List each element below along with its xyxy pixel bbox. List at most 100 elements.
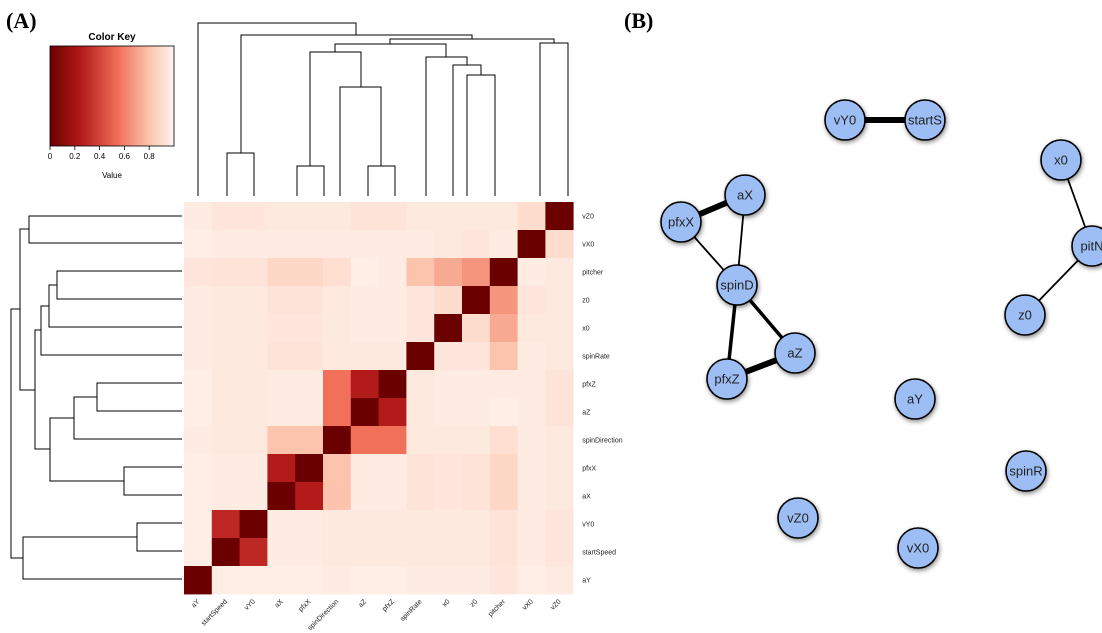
heatmap-row-label: startSpeed — [582, 550, 616, 557]
heatmap-cell — [489, 314, 518, 343]
heatmap-cell — [517, 538, 546, 567]
heatmap-cell — [211, 342, 240, 371]
heatmap-cell — [295, 230, 324, 259]
network-node-circle — [1004, 294, 1046, 336]
network-node-circle — [1071, 225, 1102, 267]
network-node-label: aX — [737, 188, 753, 203]
heatmap-cell — [184, 566, 213, 595]
network-node: z0 — [1004, 294, 1046, 336]
heatmap-cell — [184, 342, 213, 371]
heatmap-cell — [406, 258, 435, 287]
heatmap-cell — [378, 230, 407, 259]
heatmap-cell — [545, 342, 574, 371]
heatmap-row-label: aZ — [582, 410, 591, 417]
network-node-circle — [724, 174, 766, 216]
heatmap-cell — [350, 566, 379, 595]
heatmap-cell — [350, 482, 379, 511]
heatmap-cell — [489, 202, 518, 231]
heatmap-cell — [184, 398, 213, 427]
heatmap-column-label: spinRate — [399, 598, 424, 623]
heatmap-cell — [545, 370, 574, 399]
heatmap-cell — [323, 426, 352, 455]
heatmap-cell — [434, 482, 463, 511]
heatmap-cell — [517, 258, 546, 287]
heatmap-cell — [184, 454, 213, 483]
heatmap-cell — [295, 342, 324, 371]
network-node-circle — [1040, 139, 1082, 181]
network-node-label: pfxX — [668, 215, 694, 230]
network-node: aX — [724, 174, 766, 216]
heatmap-cell — [378, 370, 407, 399]
heatmap-cell — [545, 286, 574, 315]
heatmap-cell — [378, 426, 407, 455]
heatmap-column-label: z0 — [469, 598, 479, 608]
heatmap-cell — [239, 566, 268, 595]
heatmap-cell — [378, 286, 407, 315]
heatmap-cell — [406, 426, 435, 455]
heatmap-cell — [378, 342, 407, 371]
heatmap-cell — [211, 286, 240, 315]
network-node: startS — [904, 99, 946, 141]
heatmap-cell — [406, 342, 435, 371]
heatmap-cell — [267, 566, 296, 595]
heatmap-cell — [517, 510, 546, 539]
network-node: aZ — [774, 332, 816, 374]
heatmap-cell — [267, 482, 296, 511]
heatmap-cell — [517, 482, 546, 511]
heatmap-cell — [517, 426, 546, 455]
row-dendrogram — [10, 215, 182, 580]
heatmap-cell — [350, 342, 379, 371]
color-key-tick-label: 0.4 — [94, 152, 106, 161]
heatmap-cell — [545, 566, 574, 595]
heatmap-cell — [184, 314, 213, 343]
heatmap-cell — [239, 230, 268, 259]
heatmap-cell — [378, 482, 407, 511]
heatmap-cell — [295, 314, 324, 343]
heatmap-cell — [545, 258, 574, 287]
network-node-circle — [904, 99, 946, 141]
network-node-circle — [716, 264, 758, 306]
heatmap-cell — [406, 398, 435, 427]
heatmap-cell — [239, 258, 268, 287]
network-node-label: pitN — [1080, 239, 1102, 254]
color-key-gradient — [49, 45, 175, 147]
heatmap-cell — [406, 454, 435, 483]
heatmap-cell — [406, 482, 435, 511]
heatmap-cell — [406, 230, 435, 259]
heatmap-cell — [462, 202, 491, 231]
heatmap-cell — [462, 566, 491, 595]
network-node: pfxX — [660, 201, 702, 243]
heatmap-column-label: vY0 — [243, 598, 257, 612]
heatmap-cell — [350, 538, 379, 567]
heatmap-cell — [295, 258, 324, 287]
heatmap-cell — [517, 370, 546, 399]
heatmap-row-labels: vZ0 vX0 pitcher z0 x0 spinRate pfxZ aZ spinDirec… — [582, 214, 623, 585]
heatmap-cell — [184, 510, 213, 539]
heatmap-cell — [267, 342, 296, 371]
heatmap-cell — [295, 426, 324, 455]
heatmap-cell — [211, 202, 240, 231]
heatmap-cell — [295, 482, 324, 511]
heatmap-cell — [239, 314, 268, 343]
heatmap-column-label: aY — [190, 598, 201, 609]
network-node-label: pfxZ — [714, 372, 739, 387]
heatmap-cell — [545, 482, 574, 511]
heatmap-column-label: pfxX — [298, 598, 313, 613]
heatmap-cell — [239, 426, 268, 455]
heatmap-row-label: pitcher — [582, 270, 604, 277]
heatmap-cell — [517, 314, 546, 343]
heatmap-cell — [239, 342, 268, 371]
heatmap-cell — [211, 566, 240, 595]
heatmap-cell — [184, 286, 213, 315]
heatmap-cell — [489, 426, 518, 455]
color-key-tick-label: 0.2 — [69, 152, 81, 161]
heatmap-cell — [350, 370, 379, 399]
heatmap-cell — [517, 566, 546, 595]
heatmap-cell — [184, 370, 213, 399]
heatmap-cell — [211, 370, 240, 399]
heatmap-cell — [211, 510, 240, 539]
heatmap-column-label: aX — [274, 598, 285, 609]
heatmap-cell — [323, 510, 352, 539]
network-node: x0 — [1040, 139, 1082, 181]
heatmap-column-label: pfxZ — [381, 598, 396, 613]
